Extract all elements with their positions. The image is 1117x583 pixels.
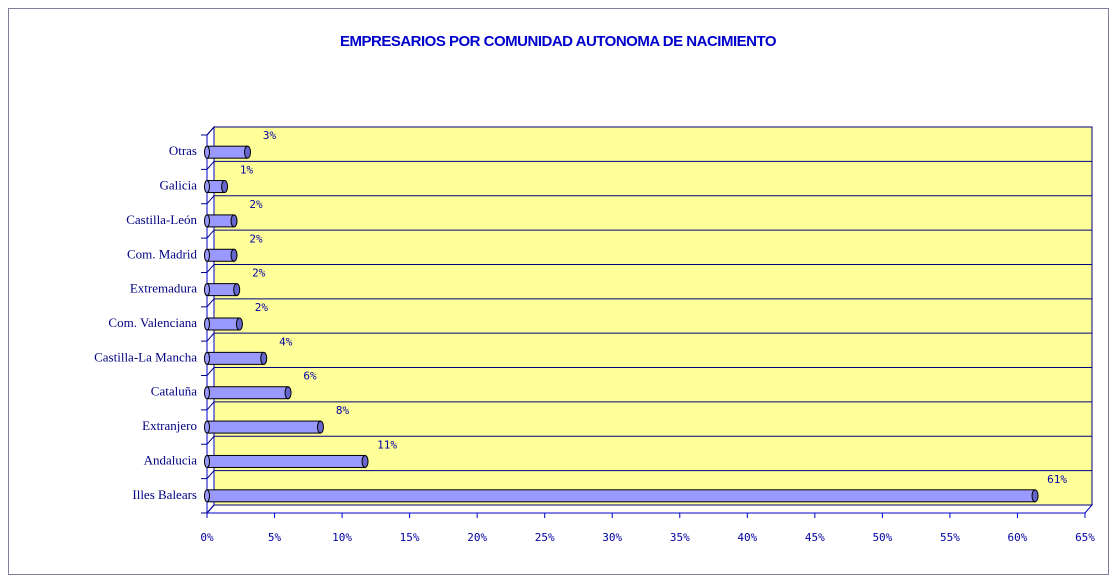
category-grid-line <box>201 126 1092 136</box>
category-grid-line <box>201 367 1092 377</box>
bar <box>204 145 252 159</box>
x-tick-label: 55% <box>940 531 960 544</box>
x-tick-label: 65% <box>1075 531 1095 544</box>
x-tick-label: 50% <box>872 531 892 544</box>
y-tick-label: Cataluña <box>151 384 197 399</box>
data-label: 8% <box>336 404 350 417</box>
data-label: 2% <box>249 198 263 211</box>
data-label: 61% <box>1047 473 1067 486</box>
category-grid-line <box>201 298 1092 308</box>
y-tick-label: Otras <box>169 143 197 158</box>
plot-background <box>213 126 1093 506</box>
data-label: 2% <box>255 301 269 314</box>
x-tick-label: 25% <box>535 531 555 544</box>
category-grid-line <box>201 435 1092 445</box>
x-tick-label: 0% <box>200 531 214 544</box>
data-label: 2% <box>249 232 263 245</box>
category-grid-line <box>201 332 1092 342</box>
category-grid-line <box>201 504 1092 514</box>
category-grid-line <box>201 470 1092 480</box>
x-tick-label: 40% <box>737 531 757 544</box>
category-grid-line <box>201 401 1092 411</box>
x-tick-label: 20% <box>467 531 487 544</box>
bar <box>204 248 238 262</box>
bar <box>204 214 238 228</box>
bar <box>204 420 324 434</box>
data-label: 4% <box>279 335 293 348</box>
y-tick-label: Castilla-León <box>126 212 197 227</box>
category-grid-line <box>201 229 1092 239</box>
y-tick-label: Com. Valenciana <box>108 315 197 330</box>
x-tick-label: 5% <box>268 531 282 544</box>
x-tick-label: 60% <box>1008 531 1028 544</box>
y-tick-label: Galicia <box>159 178 197 193</box>
bar <box>204 283 241 297</box>
x-tick-label: 10% <box>332 531 352 544</box>
bar <box>204 351 268 365</box>
bar <box>204 489 1039 503</box>
data-label: 1% <box>240 164 254 177</box>
data-label: 2% <box>252 267 266 280</box>
category-grid-line <box>201 160 1092 170</box>
bar <box>204 386 292 400</box>
chart-title: EMPRESARIOS POR COMUNIDAD AUTONOMA DE NA… <box>340 33 777 50</box>
y-tick-label: Extremadura <box>130 281 197 296</box>
category-grid-line <box>201 195 1092 205</box>
category-grid-line <box>201 263 1092 273</box>
data-label: 3% <box>263 129 277 142</box>
x-tick-label: 30% <box>602 531 622 544</box>
bar <box>204 317 243 331</box>
bar <box>204 180 229 194</box>
x-tick-label: 35% <box>670 531 690 544</box>
x-tick-label: 45% <box>805 531 825 544</box>
x-tick-label: 15% <box>400 531 420 544</box>
y-tick-label: Extranjero <box>142 418 197 433</box>
data-label: 6% <box>303 370 317 383</box>
y-tick-label: Andalucia <box>144 452 198 467</box>
plot-floor <box>205 504 1094 514</box>
bar <box>204 454 369 468</box>
y-tick-label: Castilla-La Mancha <box>94 349 197 364</box>
y-tick-label: Illes Balears <box>132 487 197 502</box>
data-label: 11% <box>377 438 397 451</box>
y-tick-label: Com. Madrid <box>127 246 198 261</box>
